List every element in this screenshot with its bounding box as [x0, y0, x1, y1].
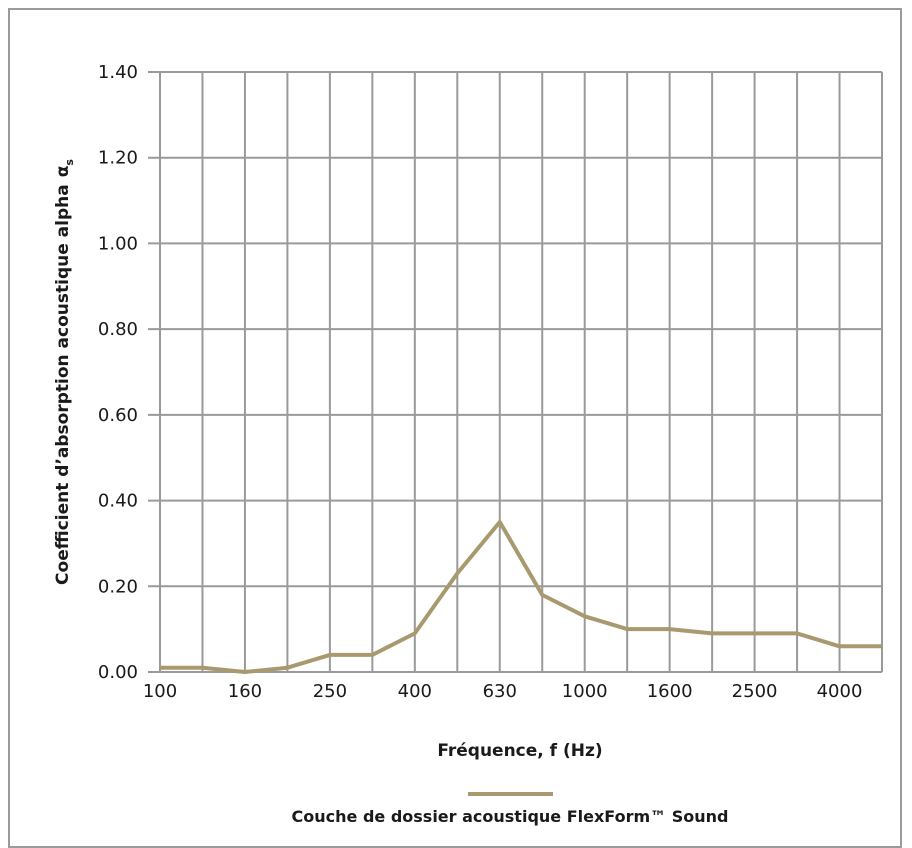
y-tick-label: 0.20	[98, 576, 138, 597]
x-tick-label: 1000	[562, 681, 608, 702]
x-tick-label: 400	[398, 681, 432, 702]
y-tick-label: 1.20	[98, 148, 138, 169]
x-axis-title: Fréquence, f (Hz)	[437, 741, 602, 761]
y-tick-label: 0.40	[98, 491, 138, 512]
y-axis-title-main: Coefficient d’absorption acoustique alph…	[53, 184, 73, 585]
x-tick-labels: 100 160 250 400 630 1000 1600 2500 4000	[143, 681, 863, 702]
y-tick-labels: 0.00 0.20 0.40 0.60 0.80 1.00 1.20 1.40	[98, 62, 138, 683]
x-tick-label: 100	[143, 681, 177, 702]
x-tick-label: 630	[483, 681, 517, 702]
y-tick-label: 1.00	[98, 233, 138, 254]
y-axis-title: Coefficient d’absorption acoustique alph…	[53, 159, 76, 585]
x-tick-label: 2500	[732, 681, 778, 702]
series-line	[160, 520, 882, 674]
x-tick-label: 160	[228, 681, 262, 702]
grid	[148, 71, 883, 673]
x-tick-label: 1600	[647, 681, 693, 702]
y-tick-label: 0.00	[98, 662, 138, 683]
y-tick-label: 0.60	[98, 405, 138, 426]
y-tick-label: 1.40	[98, 62, 138, 83]
y-axis-title-subscript: s	[63, 159, 76, 166]
y-tick-label: 0.80	[98, 319, 138, 340]
x-tick-label: 4000	[817, 681, 863, 702]
legend-label: Couche de dossier acoustique FlexForm™ S…	[292, 807, 729, 826]
x-tick-label: 250	[313, 681, 347, 702]
y-axis-title-symbol: α	[53, 166, 73, 178]
